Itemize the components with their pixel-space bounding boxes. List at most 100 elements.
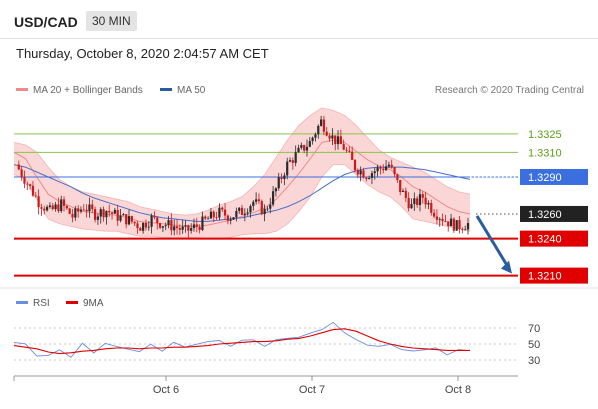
candle-body [362,170,365,178]
ma50-legend-label: MA 50 [177,85,206,96]
candle-body [102,209,105,218]
ma20-swatch [16,87,28,91]
candle-body [280,177,283,179]
candle-body [356,170,359,175]
candle-body [430,202,433,213]
legend-ma20: MA 20 + Bollinger Bands [16,85,143,96]
candle-body [136,223,139,229]
candle-body [108,210,111,213]
candle-body [404,190,407,198]
rsi-swatch [16,300,28,304]
candle-body [71,213,74,218]
candle-body [77,208,80,212]
candles-group [17,115,470,238]
candle-body [201,216,204,230]
candle-body [416,198,419,205]
candle-body [427,202,430,205]
credit-text: Research © 2020 Trading Central [434,85,584,96]
timestamp: Thursday, October 8, 2020 2:04:57 AM CET [16,46,269,61]
candle-body [60,199,63,212]
candle-body [303,145,306,151]
candle-body [418,194,422,205]
candle-body [368,178,371,179]
candle-body [125,214,128,225]
candle-body [198,226,201,230]
candle-body [96,216,100,220]
candle-body [260,201,263,215]
level-label-1.3210: 1.3210 [528,271,562,283]
rsi-tick-30: 30 [528,355,540,367]
candle-body [153,215,156,218]
candle-body [370,173,374,179]
candle-body [274,188,277,192]
level-label-1.3290: 1.3290 [528,172,562,184]
candle-body [336,136,340,145]
candle-body [119,215,122,221]
candle-body [45,206,49,211]
candle-body [127,216,131,225]
level-label-1.3240: 1.3240 [528,234,562,246]
candle-body [407,197,410,209]
candle-body [164,225,167,227]
candle-body [271,191,275,205]
candle-body [277,177,280,189]
candle-body [173,226,176,231]
candle-body [79,209,83,212]
candle-body [249,206,252,213]
candle-body [424,197,427,205]
candle-body [317,125,320,135]
candle-body [243,213,246,215]
candle-body [359,170,362,175]
candle-body [444,221,447,222]
candle-body [37,196,40,208]
x-tick-label: Oct 7 [299,384,325,396]
candle-body [192,224,196,229]
candle-body [20,169,23,178]
timeframe-badge[interactable]: 30 MIN [86,11,137,31]
candle-body [161,226,164,228]
candle-body [29,184,32,186]
candle-body [187,225,190,231]
candle-body [209,211,213,219]
level-label-1.3260: 1.3260 [528,209,562,221]
candle-body [447,221,450,227]
candle-body [433,212,436,217]
candle-body [257,199,261,202]
candle-body [221,207,224,210]
candle-body [353,159,357,171]
candle-body [150,215,153,227]
rsi-tick-50: 50 [528,339,540,351]
candle-body [435,216,439,220]
candle-body [147,226,150,228]
candle-body [297,147,300,153]
bollinger-lower-line [13,164,471,239]
legend-rsi: RSI [16,298,50,309]
candle-body [464,229,467,231]
ma9-swatch [66,300,78,304]
forecast-arrow-head [501,260,512,274]
candle-body [62,199,66,206]
candle-body [91,204,94,210]
candle-body [204,216,207,219]
candle-body [455,220,458,231]
candle-body [139,228,142,231]
ma50-swatch [160,87,172,91]
candle-body [252,201,255,207]
candle-body [144,222,148,228]
candle-body [342,144,345,150]
candle-body [207,218,210,220]
candle-body [68,208,71,214]
candle-body [390,164,393,168]
candle-body [263,208,266,215]
candle-body [401,190,405,192]
candle-body [57,204,60,212]
candle-body [184,225,187,227]
level-box-1.3240 [520,230,588,247]
chart-header: USD/CAD 30 MIN [0,0,598,39]
candle-body [334,135,337,145]
currency-pair-title: USD/CAD [14,14,78,30]
ma50-line [13,164,471,222]
candle-body [410,204,413,209]
candle-body [190,228,193,231]
